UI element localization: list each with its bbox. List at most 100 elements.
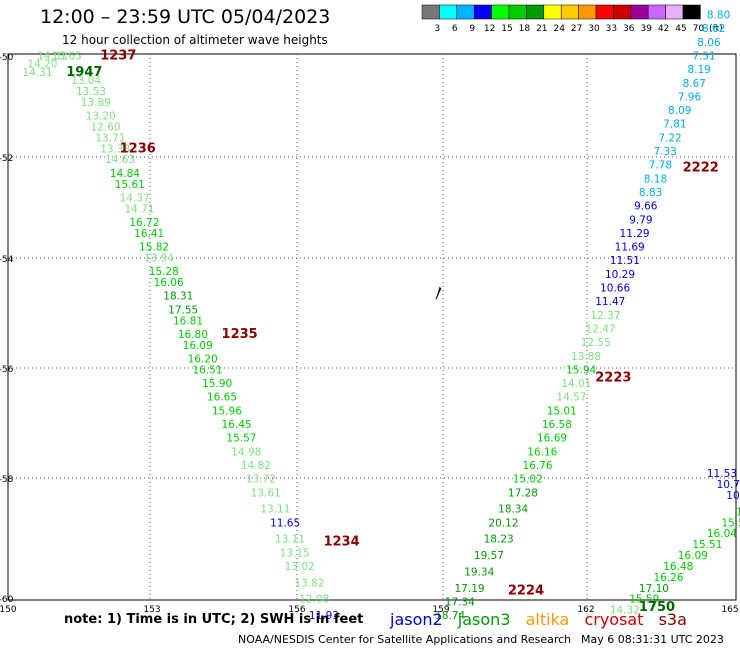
colorbar-label: 3 (435, 24, 441, 34)
swh-value-label: 11.69 (615, 242, 645, 254)
colorbar-label: 27 (571, 24, 582, 34)
swh-value-label: 14.82 (241, 460, 271, 472)
swh-value-label: 15 (736, 506, 740, 518)
swh-value-label: 14.98 (231, 446, 261, 458)
swh-value-label: 11.53 (707, 468, 737, 480)
swh-value-label: 14.31 (23, 67, 53, 79)
swh-value-label: 10.29 (605, 269, 635, 281)
swh-value-label: 8.62 (702, 23, 725, 35)
legend-altika: altika (525, 610, 570, 629)
swh-value-label: 15.28 (149, 266, 179, 278)
swh-value-label: 14.71 (124, 203, 154, 215)
swh-value-label: 11.65 (270, 517, 300, 529)
y-tick-label: -54 (0, 255, 14, 265)
colorbar-label: (ft) (709, 24, 723, 34)
swh-value-label: 7.81 (663, 119, 686, 131)
swh-value-label: 13.61 (251, 487, 281, 499)
swh-value-label: 7.51 (692, 50, 715, 62)
swh-value-label: 18.23 (484, 534, 514, 546)
swh-value-label: 8.80 (707, 10, 730, 22)
swh-value-label: 11.93 (309, 610, 339, 622)
swh-value-label: 15.94 (566, 364, 596, 376)
x-tick-label: 165 (721, 605, 738, 615)
swh-value-label: 8.18 (644, 173, 667, 185)
swh-value-label: 17.34 (445, 596, 475, 608)
swh-value-label: 8.83 (639, 187, 662, 199)
colorbar-label: 21 (536, 24, 547, 34)
swh-value-label: 19.34 (464, 566, 494, 578)
swh-value-label: 15.01 (547, 405, 577, 417)
x-tick-label: 150 (0, 605, 17, 615)
colorbar-label: 45 (675, 24, 686, 34)
swh-value-label: 9.66 (634, 201, 658, 213)
swh-value-label: 15.96 (212, 405, 242, 417)
swh-value-label: 16.06 (154, 277, 184, 289)
swh-value-label: 14.32 (610, 605, 640, 617)
swh-value-label: 15.61 (115, 179, 145, 191)
swh-value-label: 7.96 (678, 91, 702, 103)
x-tick-label: 159 (432, 605, 449, 615)
swh-value-label: 16.76 (522, 460, 552, 472)
colorbar-swatch (682, 4, 701, 20)
swh-value-label: 14.37 (120, 192, 150, 204)
colorbar-label: 24 (553, 24, 565, 34)
colorbar-label: 6 (452, 24, 458, 34)
swh-value-label: 19.57 (474, 550, 504, 562)
swh-value-label: 16.20 (188, 353, 218, 365)
swh-value-label: 12.55 (581, 337, 611, 349)
generated-timestamp: May 6 08:31:31 UTC 2023 (581, 633, 724, 646)
time-annotation: 1235 (222, 327, 258, 342)
x-tick-label: 153 (143, 605, 160, 615)
chart-subtitle: 12 hour collection of altimeter wave hei… (62, 33, 328, 47)
footer-note: note: 1) Time is in UTC; 2) SWH is in fe… (64, 612, 364, 627)
swh-value-label: 7.78 (649, 160, 672, 172)
swh-value-label: 16.58 (542, 419, 572, 431)
swh-value-label: 16.72 (129, 217, 159, 229)
y-tick-label: -50 (0, 53, 14, 63)
swh-value-label: 16.69 (537, 433, 567, 445)
colorbar-label: 39 (640, 24, 652, 34)
swh-value-label: 15.51 (692, 539, 722, 551)
swh-value-label: 13.02 (285, 561, 315, 573)
y-tick-label: -60 (0, 595, 14, 605)
swh-value-label: 20.12 (488, 517, 518, 529)
swh-value-label: 17.55 (168, 304, 198, 316)
swh-value-label: 17.28 (508, 487, 538, 499)
y-tick-label: -52 (0, 154, 13, 164)
legend-cryosat: cryosat (584, 610, 644, 629)
swh-value-label: 13.20 (86, 111, 116, 123)
swh-value-label: 15.57 (226, 433, 256, 445)
legend-jason2: jason2 (390, 610, 443, 629)
swh-value-label: 8.09 (668, 105, 691, 117)
y-tick-label: -58 (0, 475, 14, 485)
colorbar: 3 6 9 12 15 18 21 24 27 30 33 36 39 42 45 70 (ft) (421, 4, 723, 34)
swh-value-label: 16.65 (207, 392, 237, 404)
x-tick-label: 156 (288, 605, 305, 615)
colorbar-label: 30 (588, 24, 600, 34)
swh-value-label: 13.11 (260, 504, 290, 516)
swh-value-label: 11.29 (620, 228, 650, 240)
x-tick-label: 162 (577, 605, 594, 615)
swh-value-label: 16.09 (678, 550, 708, 562)
swh-value-label: 14.01 (561, 378, 591, 390)
swh-value-label: 13.11 (275, 534, 305, 546)
swh-value-label: 14.03 (37, 50, 67, 62)
swh-value-label: 16.80 (178, 329, 208, 341)
swh-value-label: 13.71 (95, 132, 125, 144)
swh-value-label: 11.51 (610, 255, 640, 267)
colorbar-label: 42 (658, 24, 669, 34)
swh-value-label: 15.57 (721, 517, 740, 529)
credit-line: NOAA/NESDIS Center for Satellite Applica… (238, 633, 572, 646)
swh-value-label: 16.51 (192, 364, 222, 376)
swh-value-label: 13.88 (571, 351, 601, 363)
swh-value-label: 12.37 (590, 310, 620, 322)
time-annotation: 1236 (120, 141, 156, 156)
swh-value-label: 18.31 (163, 291, 193, 303)
swh-value-label: 18.34 (498, 504, 528, 516)
time-annotation: 2223 (595, 371, 631, 386)
swh-value-label: 16.48 (663, 561, 693, 573)
swh-value-label: 16.45 (222, 419, 252, 431)
swh-value-label: 14.57 (556, 392, 586, 404)
swh-value-label: 18.74 (435, 610, 465, 622)
